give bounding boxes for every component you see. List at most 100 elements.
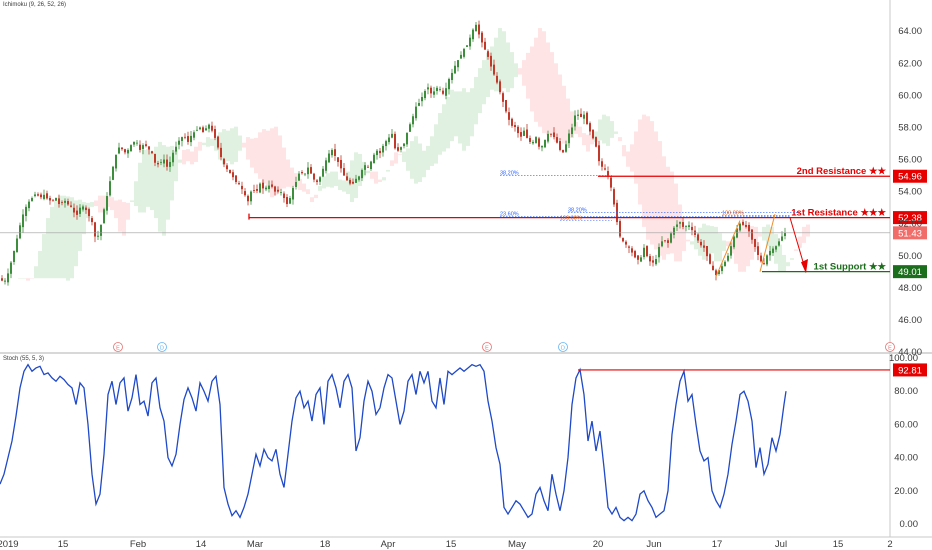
cloud-bull-segment xyxy=(694,236,698,250)
candle-down xyxy=(352,181,354,184)
candle-down xyxy=(238,183,240,185)
cloud-bear-segment xyxy=(290,167,294,188)
candle-down xyxy=(538,138,540,147)
candle-down xyxy=(310,167,312,174)
cloud-bull-segment xyxy=(46,218,50,279)
candle-up xyxy=(322,168,324,177)
candle-up xyxy=(373,154,375,164)
price-tick-label: 58.00 xyxy=(898,122,922,133)
candle-up xyxy=(472,29,474,40)
cloud-bear-segment xyxy=(118,199,122,232)
candle-down xyxy=(592,129,594,139)
candle-down xyxy=(247,195,249,202)
cloud-bull-segment xyxy=(790,258,794,260)
candle-down xyxy=(550,133,552,135)
candle-up xyxy=(7,273,9,283)
candle-up xyxy=(670,233,672,243)
candle-up xyxy=(451,72,453,80)
cloud-bear-segment xyxy=(574,121,578,134)
cloud-bull-segment xyxy=(146,149,150,207)
cloud-bull-segment xyxy=(58,195,62,279)
cloud-bull-segment xyxy=(690,241,694,245)
time-tick-label: 2019 xyxy=(0,539,19,550)
candle-up xyxy=(463,48,465,57)
cloud-bear-segment xyxy=(538,28,542,127)
candle-down xyxy=(691,226,693,231)
candle-up xyxy=(298,173,300,181)
cloud-bear-segment xyxy=(122,202,126,236)
cloud-bear-segment xyxy=(278,135,282,191)
cloud-bear-segment xyxy=(242,142,246,148)
cloud-bull-segment xyxy=(470,88,474,137)
candle-down xyxy=(313,173,315,180)
cloud-bull-segment xyxy=(226,130,230,162)
cloud-bear-segment xyxy=(658,141,662,256)
cloud-bull-segment xyxy=(82,202,86,235)
candle-up xyxy=(532,141,534,144)
candle-up xyxy=(304,173,306,175)
stoch-tick-label: 60.00 xyxy=(894,419,918,430)
candle-down xyxy=(610,177,612,188)
candle-up xyxy=(583,114,585,119)
cloud-bear-segment xyxy=(246,137,250,160)
candle-down xyxy=(481,32,483,43)
candle-down xyxy=(58,198,60,205)
cloud-bull-segment xyxy=(346,171,350,195)
event-marker xyxy=(113,342,123,352)
cloud-bull-segment xyxy=(366,170,370,174)
cloud-bear-segment xyxy=(654,131,658,250)
cloud-bull-segment xyxy=(38,250,42,279)
candle-up xyxy=(778,241,780,246)
candle-down xyxy=(202,127,204,133)
target-arrowhead xyxy=(801,258,808,274)
candle-down xyxy=(235,175,237,182)
cloud-bear-segment xyxy=(94,200,98,207)
candle-up xyxy=(370,161,372,169)
candle-down xyxy=(124,149,126,153)
cloud-bull-segment xyxy=(158,141,162,232)
cloud-bear-segment xyxy=(550,52,554,136)
candle-down xyxy=(121,147,123,150)
candle-up xyxy=(676,224,678,227)
cloud-bear-segment xyxy=(746,225,750,267)
cloud-bull-segment xyxy=(222,129,226,165)
level-label: 1st Resistance ★★★ xyxy=(791,208,886,219)
candle-up xyxy=(685,226,687,227)
candle-up xyxy=(31,198,33,201)
candle-down xyxy=(514,125,516,128)
fib-label: 100.00% xyxy=(722,211,744,217)
candle-up xyxy=(325,160,327,171)
cloud-bear-segment xyxy=(286,159,290,187)
candle-down xyxy=(625,241,627,245)
cloud-bear-segment xyxy=(590,135,594,145)
cloud-bull-segment xyxy=(338,179,342,191)
candle-down xyxy=(586,112,588,125)
level-price-tag xyxy=(893,169,927,183)
cloud-bear-segment xyxy=(582,133,586,146)
fib-label: 23.60% xyxy=(500,211,519,217)
time-tick-label: Apr xyxy=(381,539,396,550)
candle-down xyxy=(211,125,213,131)
candle-down xyxy=(628,246,630,248)
cloud-bull-segment xyxy=(230,128,234,165)
cloud-bear-segment xyxy=(566,98,570,146)
candle-down xyxy=(88,209,90,217)
cloud-bear-segment xyxy=(534,37,538,122)
stoch-tick-label: 20.00 xyxy=(894,486,918,497)
cloud-bull-segment xyxy=(770,226,774,254)
candle-down xyxy=(520,132,522,137)
candle-down xyxy=(634,251,636,258)
cloud-bull-segment xyxy=(698,227,702,256)
cloud-bull-segment xyxy=(218,132,222,160)
price-tick-label: 64.00 xyxy=(898,26,922,37)
cloud-bull-segment xyxy=(442,104,446,152)
cloud-bull-segment xyxy=(458,91,462,144)
cloud-bull-segment xyxy=(206,137,210,147)
stoch-tick-label: 100.00 xyxy=(889,353,918,364)
candle-up xyxy=(415,106,417,119)
candle-down xyxy=(745,224,747,227)
cloud-bull-segment xyxy=(382,177,386,181)
candle-up xyxy=(64,200,66,203)
